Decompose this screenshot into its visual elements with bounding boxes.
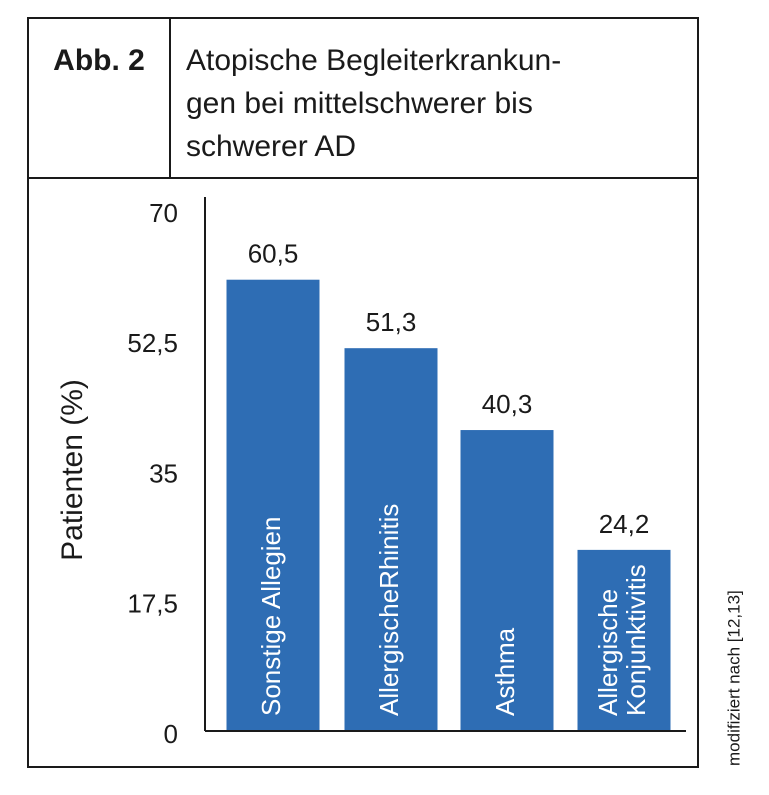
chart-title: gen bei mittelschwerer bis	[186, 87, 533, 120]
chart-title: schwerer AD	[186, 130, 356, 163]
value-label: 40,3	[482, 389, 533, 419]
y-tick-label: 35	[149, 458, 178, 488]
x-tick-label: AllergischeRhinitis	[374, 504, 404, 716]
figure-label: Abb. 2	[53, 44, 145, 77]
value-label: 24,2	[599, 509, 650, 539]
bar	[226, 279, 320, 730]
frame	[27, 17, 699, 768]
x-tick-label: Sonstige Allegien	[256, 517, 286, 716]
y-tick-label: 0	[164, 719, 178, 749]
y-tick-label: 52,5	[127, 328, 178, 358]
bar	[344, 348, 438, 730]
bar	[460, 430, 554, 730]
y-tick-label: 70	[149, 198, 178, 228]
chart-title: Atopische Begleiterkrankun-	[186, 44, 561, 77]
value-label: 60,5	[248, 239, 299, 269]
y-tick-label: 17,5	[127, 589, 178, 619]
x-tick-label: Asthma	[490, 627, 520, 716]
source-note: modifiziert nach [12,13]	[724, 590, 743, 766]
y-axis-label: Patienten (%)	[56, 379, 89, 561]
x-tick-label: Allergische Konjunktivitis	[593, 564, 651, 716]
value-label: 51,3	[366, 307, 417, 337]
bar	[577, 549, 671, 730]
